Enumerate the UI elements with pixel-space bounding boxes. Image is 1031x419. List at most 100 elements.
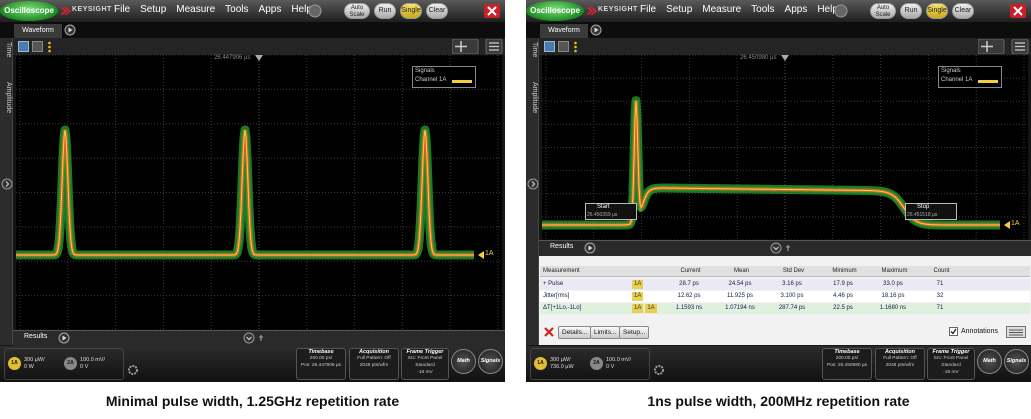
channel-arrow [1004,221,1010,229]
crosshair [981,41,993,52]
status-line: Standard [941,363,961,368]
menu-item[interactable]: Tools [751,4,775,15]
menu-item[interactable]: Tools [225,4,249,15]
menu-item[interactable]: Apps [784,4,808,15]
side-tab[interactable]: Time [531,42,538,58]
close-x [487,6,497,16]
close-x [1013,6,1023,16]
layout-icon [18,41,29,52]
results-button[interactable]: Setup... [619,326,650,339]
legend-swatch [452,80,472,83]
menu-item[interactable]: Help [817,4,838,15]
toolbar-button[interactable]: Single [400,3,422,19]
menu-item[interactable]: File [114,4,131,15]
legend-item[interactable]: Channel 1A [941,77,973,83]
caption: Minimal pulse width, 1.25GHz repetition … [105,393,400,409]
status-title: Timebase [834,349,860,355]
settings-icon [308,4,322,18]
round-button[interactable]: Signals [1004,349,1029,374]
channel-badge[interactable]: 1A [8,357,21,370]
settings-icon [834,4,848,18]
menu-item[interactable]: Apps [258,4,282,15]
round-button[interactable]: Signals [478,349,503,374]
toolbar-button[interactable]: Auto Scale [344,3,370,19]
status-box[interactable] [875,348,925,380]
results-bar [13,330,505,346]
status-title: Timebase [308,349,334,355]
toolbar-button[interactable]: Single [926,3,948,19]
measurement-value: 1.07194 ns [725,305,755,311]
menu-item[interactable]: Setup [140,4,167,15]
menu-lines [489,42,499,51]
results-button[interactable]: Details... [558,326,592,339]
tab-row [0,22,505,38]
status-box[interactable] [927,348,975,380]
column-header[interactable]: Count [933,268,950,274]
channel-badge[interactable]: 1A [534,357,547,370]
menu-item[interactable]: File [640,4,657,15]
oscilloscope-window: Oscilloscope KEYSIGHT File Setup Measure Tool… [526,0,1031,382]
toolbar-button[interactable]: Run [374,3,396,19]
source-cell: 1A [632,291,664,302]
results-header: Measurement Current Mean Std Dev Minimum Maxi… [540,266,1030,277]
column-header[interactable]: Current [680,268,701,274]
status-box[interactable] [822,348,872,380]
column-header[interactable]: Mean [733,268,749,274]
toolbar-button[interactable]: Clear [426,3,448,19]
menu-item[interactable]: Setup [666,4,693,15]
column-header[interactable]: Maximum [881,268,908,274]
side-tab[interactable]: Amplitude [5,82,12,114]
results-tab[interactable]: Results [550,243,574,250]
gear-icon [654,365,664,375]
status-title: Acquisition [885,349,915,355]
play-icon [64,24,76,36]
menu-item[interactable]: Measure [702,4,742,15]
waveform-tab[interactable]: Waveform [14,24,62,38]
status-box[interactable] [349,348,399,380]
side-tab[interactable]: Time [5,42,12,58]
status-box[interactable] [401,348,449,380]
measurement-name: + Pulse [543,281,564,287]
icon-arrow [5,181,10,187]
caption: 1ns pulse width, 200MHz repetition rate [647,393,910,409]
time-marker-label: 26.450980 µs [740,55,777,61]
measurement-name: Jitter[rms] [543,293,570,299]
channel-scale: 100.0 mV/ [80,357,106,363]
table-icon [1006,326,1026,338]
menu-item[interactable]: Measure [176,4,216,15]
toolbar-button[interactable]: Clear [952,3,974,19]
column-header[interactable]: Minimum [832,268,857,274]
round-button[interactable]: Math [451,349,476,374]
status-line: 2048 pts/wfm [885,363,915,368]
play-icon [584,242,596,254]
channel-badge[interactable]: 2A [590,357,603,370]
column-header[interactable]: Std Dev [782,268,805,274]
legend-item[interactable]: Channel 1A [415,77,447,83]
toolbar-button[interactable]: Run [900,3,922,19]
status-box[interactable] [296,348,346,380]
side-tab[interactable]: Amplitude [531,82,538,114]
side-strip [0,38,13,345]
measurement-value: 18.16 ps [881,293,905,299]
status-line: 200.00 ps/ [835,356,859,361]
channel-arrow [478,251,484,259]
annotations-label[interactable]: Annotations [961,328,998,335]
menu-item[interactable]: Help [291,4,312,15]
icon-circle [243,332,255,344]
measurement-value: 1.1593 ns [675,305,703,311]
channel-badge[interactable]: 2A [64,357,77,370]
column-header[interactable]: Measurement [543,268,580,274]
time-marker [781,55,789,61]
arrow [478,251,484,259]
brand-name: KEYSIGHT [598,6,638,13]
source-cell: 1A [632,279,664,290]
results-button[interactable]: Limits... [590,326,621,339]
annotations-checkbox [949,327,958,336]
results-tab[interactable]: Results [24,333,48,340]
waveform-tab[interactable]: Waveform [540,24,588,38]
channel-scale: 300 µW/ [24,357,45,363]
toolbar-button[interactable]: Auto Scale [870,3,896,19]
source-badge: 1A [645,304,657,313]
results-row: Jitter[rms] 1A 12.62 ps 11.925 ps 3.100 ps 4.… [540,291,1030,302]
round-button[interactable]: Math [977,349,1002,374]
